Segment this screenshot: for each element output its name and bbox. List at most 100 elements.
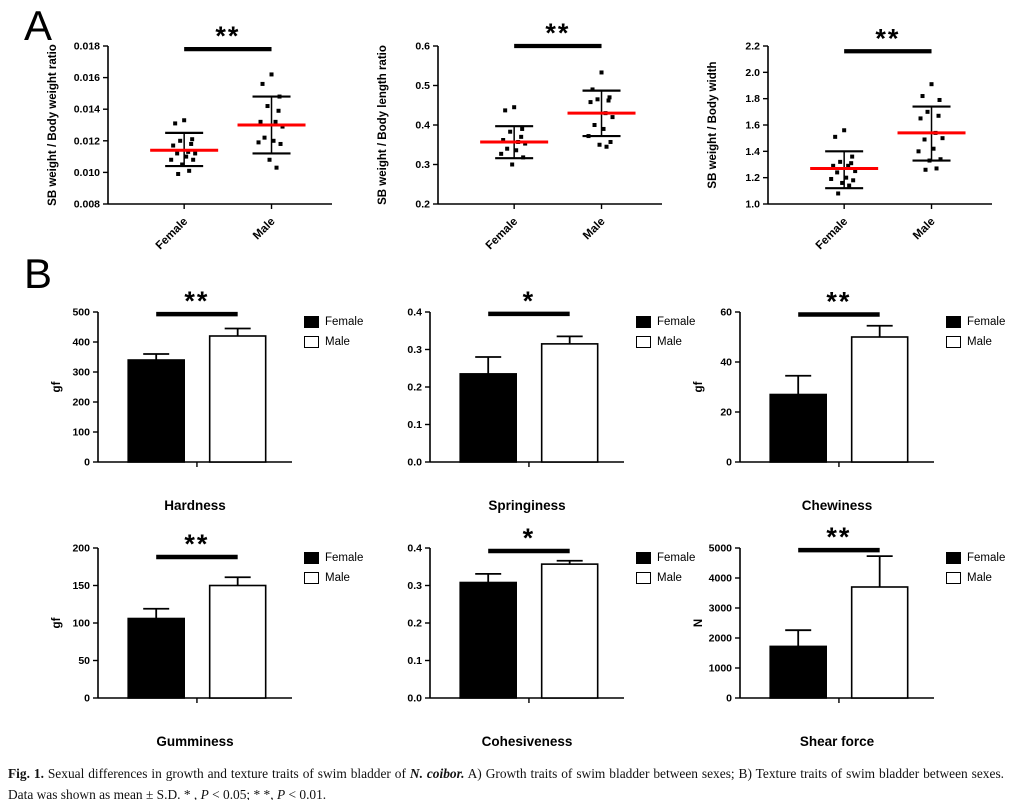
data-point bbox=[829, 176, 834, 181]
caption-segment: < 0.05; * *, bbox=[208, 787, 277, 800]
y-tick-label: 1.0 bbox=[745, 199, 760, 211]
legend-swatch-female bbox=[304, 316, 319, 328]
chart-cell-chewiness: 0 20 40 60 gf ** Chewiness Female Male bbox=[676, 282, 1005, 522]
chart-title: Cohesiveness bbox=[482, 734, 573, 749]
y-tick-label: 200 bbox=[72, 543, 90, 555]
data-point bbox=[831, 163, 836, 168]
legend-item-male: Male bbox=[304, 336, 363, 348]
data-point bbox=[175, 151, 180, 156]
legend-swatch-male bbox=[946, 572, 961, 584]
data-point bbox=[849, 161, 854, 166]
bar-group-male bbox=[540, 559, 599, 699]
data-point bbox=[610, 115, 615, 120]
series-male bbox=[567, 70, 636, 149]
bar-group-female bbox=[127, 353, 185, 463]
data-point bbox=[922, 137, 927, 142]
chart-springiness: 0.0 0.1 0.2 0.3 0.4 * Springiness bbox=[407, 286, 624, 513]
data-point bbox=[851, 178, 856, 183]
data-point bbox=[277, 94, 282, 99]
y-axis-title: N bbox=[693, 619, 705, 627]
chart-cell-gumminess: 0 50 100 150 200 gf ** Gumminess Female Male bbox=[34, 518, 363, 758]
y-tick-label: 300 bbox=[72, 367, 90, 379]
data-point bbox=[836, 191, 841, 196]
legend: Female Male bbox=[636, 552, 695, 584]
data-point bbox=[601, 126, 606, 131]
chart-hardness: 0 100 200 300 400 500 gf ** Hardness bbox=[51, 286, 292, 513]
legend-swatch-female bbox=[946, 552, 961, 564]
data-point bbox=[178, 138, 183, 143]
legend-label: Female bbox=[325, 552, 364, 564]
data-point bbox=[604, 144, 609, 149]
y-tick-label: 0.4 bbox=[407, 307, 422, 319]
caption-segment: < 0.01. bbox=[285, 787, 327, 800]
legend-swatch-female bbox=[304, 552, 319, 564]
bar-group-female bbox=[769, 629, 827, 699]
bar-group-female bbox=[127, 607, 185, 699]
data-point bbox=[850, 154, 855, 159]
significance-stars: ** bbox=[184, 286, 209, 316]
data-point bbox=[182, 118, 187, 123]
legend-label: Female bbox=[657, 552, 696, 564]
data-point bbox=[938, 157, 943, 162]
y-tick-label: 0.008 bbox=[74, 199, 100, 211]
data-point bbox=[597, 142, 602, 147]
data-point bbox=[847, 183, 852, 188]
y-tick-label: 100 bbox=[72, 618, 90, 630]
significance-stars: ** bbox=[184, 529, 209, 559]
category-label: Female bbox=[814, 216, 851, 253]
data-point bbox=[519, 134, 524, 139]
data-point bbox=[280, 124, 285, 129]
legend-item-female: Female bbox=[304, 552, 363, 564]
data-point bbox=[271, 138, 276, 143]
bar-group-female bbox=[459, 356, 517, 463]
series-female bbox=[480, 105, 549, 167]
y-axis-title: SB weight / Body length ratio bbox=[377, 45, 389, 205]
bar-group-female bbox=[769, 374, 827, 463]
legend-item-female: Female bbox=[946, 552, 1005, 564]
data-point bbox=[599, 70, 604, 75]
significance-stars: ** bbox=[545, 18, 570, 48]
chart-sb-weight-body-length-ratio: 0.2 0.3 0.4 0.5 0.6 SB weight / Body length r… bbox=[377, 18, 662, 253]
data-point bbox=[840, 180, 845, 185]
caption-segment: A) Growth traits of swim bladder between… bbox=[8, 766, 1004, 800]
y-axis-title: gf bbox=[693, 381, 705, 392]
y-axis-title: SB weight / Body weight ratio bbox=[47, 44, 59, 206]
legend-label: Female bbox=[967, 316, 1006, 328]
series-female bbox=[150, 118, 219, 176]
category-label: Female bbox=[484, 216, 521, 253]
chart-cell-sb-weight-body-width: 1.0 1.2 1.4 1.6 1.8 2.0 2.2 SB weight / Body wi… bbox=[688, 16, 1008, 264]
data-point bbox=[607, 95, 612, 100]
y-tick-label: 1.6 bbox=[745, 120, 760, 132]
y-tick-label: 2000 bbox=[709, 633, 733, 645]
legend-swatch-male bbox=[636, 572, 651, 584]
y-tick-label: 0 bbox=[84, 457, 90, 469]
data-point bbox=[189, 141, 194, 146]
data-point bbox=[937, 97, 942, 102]
y-tick-label: 0.1 bbox=[407, 419, 422, 431]
legend-item-male: Male bbox=[636, 336, 695, 348]
panel-b-label: B bbox=[24, 250, 53, 297]
data-point bbox=[184, 154, 189, 159]
data-point bbox=[512, 105, 517, 110]
data-point bbox=[508, 129, 513, 134]
y-tick-label: 0.2 bbox=[407, 618, 422, 630]
y-tick-label: 0.0 bbox=[407, 693, 422, 705]
bar-male bbox=[208, 584, 267, 699]
legend-swatch-male bbox=[636, 336, 651, 348]
legend-swatch-female bbox=[636, 552, 651, 564]
data-point bbox=[590, 87, 595, 92]
y-tick-label: 0.6 bbox=[415, 41, 430, 53]
y-tick-label: 1000 bbox=[709, 663, 733, 675]
data-point bbox=[842, 128, 847, 133]
significance-stars: * bbox=[523, 523, 536, 553]
data-point bbox=[846, 163, 851, 168]
chart-gumminess: 0 50 100 150 200 gf ** Gumminess bbox=[51, 529, 292, 749]
y-tick-label: 400 bbox=[72, 337, 90, 349]
caption-segment: N. coibor. bbox=[409, 766, 465, 782]
y-tick-label: 4000 bbox=[709, 573, 733, 585]
data-point bbox=[927, 158, 932, 163]
data-point bbox=[262, 135, 267, 140]
data-point bbox=[256, 140, 261, 145]
data-point bbox=[186, 149, 191, 154]
data-point bbox=[925, 109, 930, 114]
